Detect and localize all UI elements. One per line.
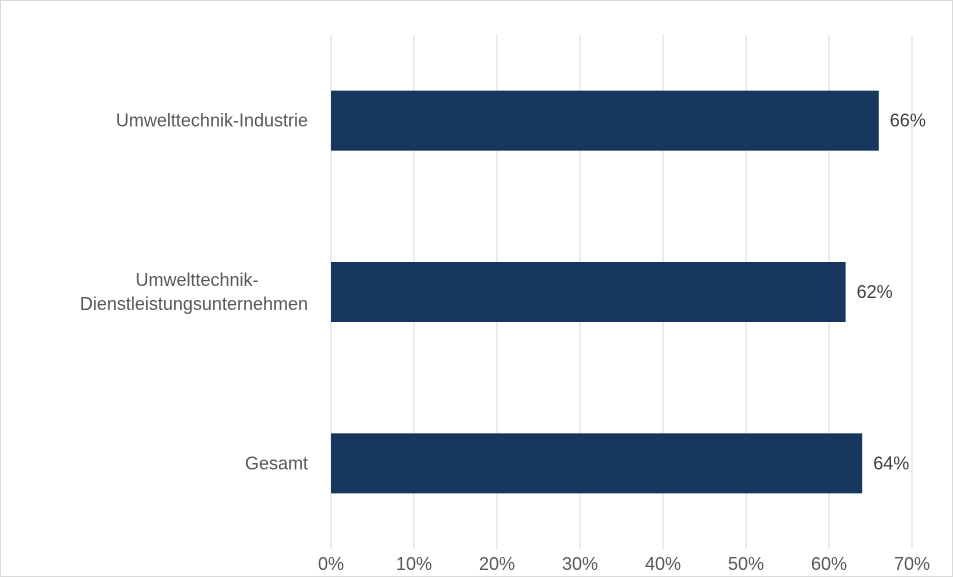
x-tick-label: 50% [728,554,764,574]
data-label: 62% [857,282,893,302]
x-tick-label: 70% [894,554,930,574]
x-tick-label: 30% [562,554,598,574]
category-label-line: Umwelttechnik- [135,270,258,290]
x-tick-label: 0% [318,554,344,574]
x-tick-label: 10% [396,554,432,574]
bar-0 [331,90,879,151]
category-label-line: Dienstleistungsunternehmen [80,294,308,314]
category-label: Umwelttechnik-Industrie [116,111,308,131]
x-tick-label: 40% [645,554,681,574]
bar-2 [331,433,863,494]
category-label: Gesamt [245,453,308,473]
data-label: 66% [890,111,926,131]
labels: 0% 10% 20% 30% 40% 50% 60% 70% 66% Umwelttechnik-… [80,111,930,574]
data-label: 64% [873,453,909,473]
category-label: Umwelttechnik- Dienstleistungsunternehmen [80,270,308,314]
bars [331,90,879,494]
x-tick-label: 60% [811,554,847,574]
x-tick-label: 20% [479,554,515,574]
bar-1 [331,262,846,322]
